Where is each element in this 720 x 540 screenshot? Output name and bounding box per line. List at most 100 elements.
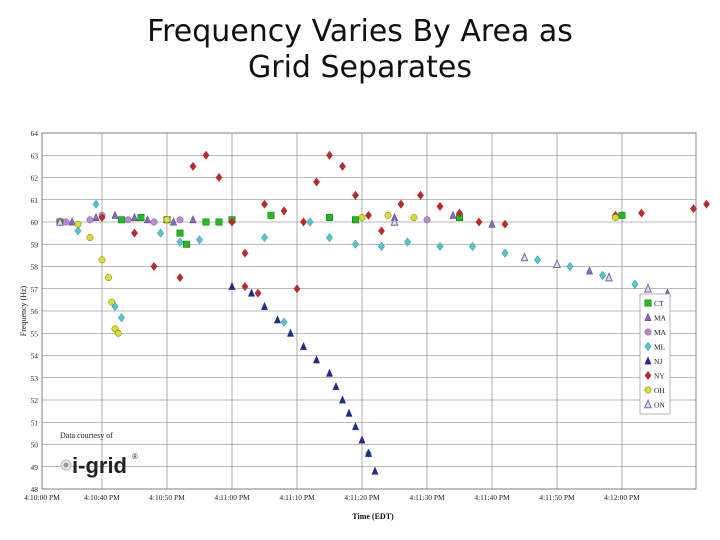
data-point	[286, 328, 295, 337]
data-point	[313, 177, 320, 187]
data-point	[92, 212, 100, 221]
igrid-logo: i-grid ®	[60, 452, 138, 478]
x-axis-label: Time (EDT)	[352, 512, 394, 521]
data-point	[326, 233, 333, 243]
data-point	[352, 239, 359, 249]
data-point	[378, 241, 385, 252]
data-point	[404, 237, 411, 247]
legend: CT MA MA ML NJ NY OH ON	[639, 293, 671, 415]
data-point	[280, 317, 288, 327]
grid-lines	[41, 132, 696, 490]
data-point	[449, 210, 457, 219]
data-point	[299, 341, 308, 350]
y-axis-label: Frequency (Hz)	[19, 285, 28, 336]
data-point	[423, 216, 431, 224]
data-point	[202, 218, 210, 226]
y-tick-label: 50	[31, 441, 39, 450]
legend-marker	[644, 328, 652, 336]
data-points	[56, 150, 710, 475]
x-tick-label: 4:11:50 PM	[539, 493, 575, 502]
data-point	[183, 240, 190, 248]
data-point	[326, 150, 333, 160]
legend-label: MA	[654, 314, 667, 323]
data-point	[397, 199, 405, 209]
x-tick-label: 4:11:20 PM	[344, 493, 380, 502]
y-tick-label: 56	[31, 307, 39, 316]
data-point	[352, 190, 359, 200]
data-point	[150, 261, 158, 272]
slide-title-line-2: Grid Separates	[248, 50, 472, 85]
y-tick-label: 57	[31, 285, 39, 294]
data-point	[501, 219, 509, 229]
data-point	[111, 210, 119, 219]
data-point	[410, 214, 418, 222]
x-tick-label: 4:11:40 PM	[474, 493, 510, 502]
data-point	[553, 258, 561, 268]
legend-marker	[644, 386, 652, 394]
data-point	[261, 233, 268, 243]
data-point	[131, 228, 138, 238]
y-tick-labels: 64 63 62 61 60 59 58 57 56 55 54 53 52 51 50 49 48	[31, 129, 39, 494]
data-point	[176, 229, 184, 237]
y-tick-label: 53	[31, 374, 39, 383]
data-point	[247, 288, 256, 297]
data-point	[267, 211, 275, 219]
x-tick-label: 4:11:00 PM	[214, 493, 250, 502]
legend-marker	[644, 399, 652, 409]
data-point	[501, 248, 509, 258]
y-tick-label: 59	[31, 240, 39, 249]
data-point	[74, 226, 82, 236]
data-point	[436, 241, 444, 252]
data-point	[202, 150, 210, 160]
data-point	[338, 395, 347, 404]
legend-label: MA	[654, 328, 667, 337]
data-point	[690, 204, 697, 214]
data-point	[456, 208, 463, 218]
data-point	[300, 217, 307, 227]
x-tick-label: 4:12:00 PM	[604, 493, 640, 502]
data-point	[176, 216, 184, 224]
logo-mark: ®	[132, 452, 138, 461]
data-point	[488, 219, 496, 228]
data-point	[358, 435, 366, 444]
data-point	[280, 206, 288, 216]
data-point	[86, 216, 94, 224]
series-oh-6	[74, 211, 619, 337]
data-point	[98, 213, 106, 223]
data-point	[261, 199, 268, 209]
legend-marker	[644, 356, 652, 365]
y-tick-label: 52	[31, 396, 39, 405]
legend-marker	[644, 370, 652, 381]
legend-box	[639, 293, 671, 415]
legend-label: CT	[654, 299, 664, 308]
data-point	[68, 217, 76, 226]
data-point	[273, 315, 282, 324]
data-point	[215, 218, 223, 226]
data-point	[371, 466, 379, 475]
data-point	[326, 214, 333, 222]
slide-title-line-1: Frequency Varies By Area as	[147, 14, 573, 49]
y-tick-label: 55	[31, 329, 39, 338]
data-point	[306, 217, 314, 227]
legend-marker	[644, 299, 652, 307]
data-point	[644, 283, 652, 293]
y-tick-label: 48	[31, 485, 39, 494]
data-point	[114, 329, 122, 337]
data-point	[332, 381, 340, 391]
data-point	[345, 408, 353, 417]
data-point	[228, 217, 236, 227]
y-tick-label: 60	[31, 218, 39, 227]
data-point	[105, 274, 112, 282]
legend-label: NJ	[654, 357, 662, 366]
y-tick-label: 49	[31, 463, 39, 472]
data-point	[98, 256, 106, 264]
data-point	[62, 218, 70, 226]
legend-marker	[644, 341, 652, 352]
x-tick-label: 4:10:00 PM	[24, 493, 60, 502]
legend-label: ML	[654, 343, 666, 352]
data-point	[189, 215, 197, 224]
data-point	[176, 237, 184, 247]
data-point	[196, 235, 203, 245]
data-point	[339, 161, 346, 171]
